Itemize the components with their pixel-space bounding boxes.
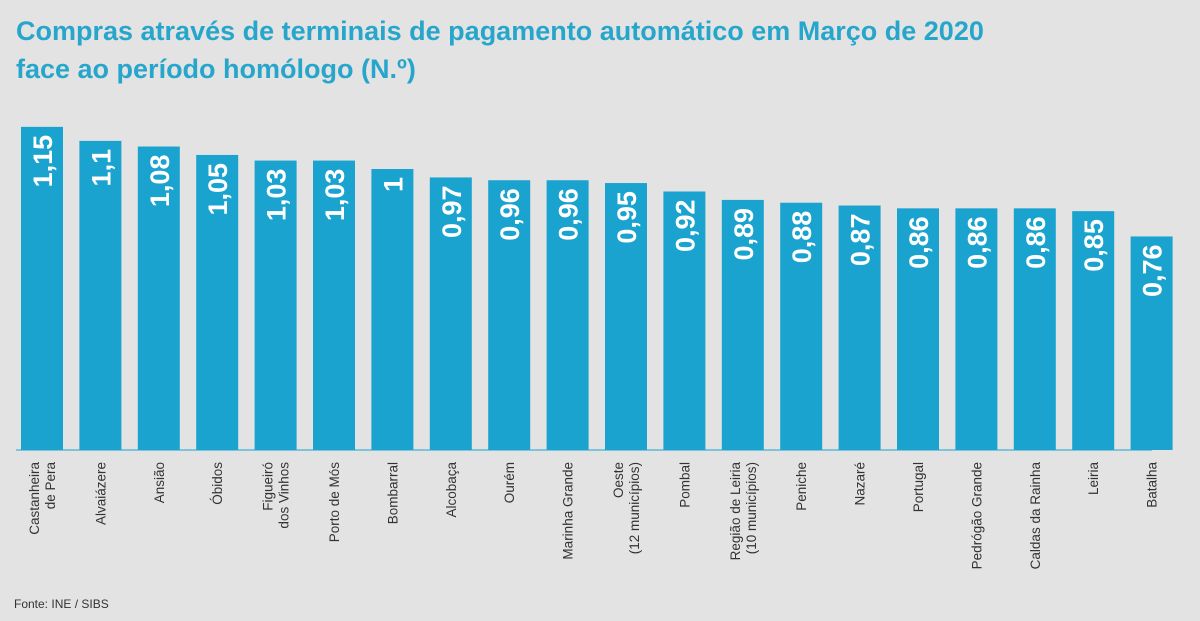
category-tick-label: Alcobaça: [444, 462, 459, 518]
bar: [955, 208, 998, 450]
bar-value-label: 0,86: [1021, 216, 1051, 269]
bar: [1130, 236, 1173, 450]
category-tick-label: dos Vinhos: [277, 462, 292, 529]
category-tick-label: de Pera: [43, 462, 58, 510]
bar-value-label: 0,95: [612, 191, 642, 244]
bar-value-label: 1,08: [145, 155, 175, 208]
bar: [605, 183, 647, 451]
category-tick-label: (12 municípios): [627, 462, 642, 554]
bar-value-label: 0,86: [904, 216, 934, 269]
chart-title-line-1: Compras através de terminais de pagament…: [16, 16, 984, 46]
category-tick-label: Nazaré: [853, 462, 868, 506]
bar-value-label: 1,05: [203, 163, 233, 216]
bar: [838, 205, 881, 450]
chart-title-line-2: face ao período homólogo (N.º): [16, 54, 416, 84]
category-tick-label: (10 municípios): [744, 462, 759, 554]
bar: [79, 140, 122, 450]
category-tick-label: Alvaiázere: [93, 462, 108, 525]
category-tick-label: Pombal: [677, 462, 692, 508]
bar-value-label: 0,88: [787, 211, 817, 264]
bar-value-label: 0,85: [1079, 219, 1109, 272]
category-tick-label: Ansião: [152, 462, 167, 503]
bar-value-label: 1,03: [262, 169, 292, 222]
category-tick-label: Bombarral: [385, 462, 400, 524]
bar-value-label: 1,15: [28, 135, 58, 188]
category-tick-label: Ourém: [502, 462, 517, 503]
category-tick-label: Porto de Mós: [327, 462, 342, 543]
chart-title: Compras através de terminais de pagament…: [16, 12, 1186, 88]
bar-value-label: 0,87: [846, 214, 876, 267]
category-tick-label: Marinha Grande: [561, 462, 576, 560]
category-tick-label: Portugal: [911, 462, 926, 512]
bar-value-label: 0,76: [1138, 244, 1168, 297]
category-tick-label: Oeste: [611, 462, 626, 498]
bar-value-label: 1,1: [86, 149, 116, 187]
bar: [254, 160, 297, 450]
bar: [663, 191, 706, 451]
bar-value-label: 0,96: [554, 188, 584, 241]
category-tick-label: Castanheira: [27, 462, 42, 535]
category-tick-label: Pedrógão Grande: [969, 462, 984, 569]
bar: [429, 177, 472, 450]
bar: [780, 202, 823, 450]
category-tick-label: Batalha: [1145, 462, 1160, 508]
category-tick-label: Peniche: [794, 462, 809, 511]
bar-value-label: 0,89: [729, 208, 759, 261]
bar: [1013, 208, 1056, 450]
bar-value-label: 1: [378, 177, 408, 192]
bar: [546, 180, 589, 451]
bar: [897, 208, 939, 450]
bar-value-label: 1,03: [320, 169, 350, 222]
category-tick-label: Caldas da Rainha: [1028, 462, 1043, 570]
bar-value-label: 0,86: [962, 216, 992, 269]
bar: [488, 180, 531, 451]
bar: [196, 154, 239, 450]
bar-value-label: 0,96: [495, 188, 525, 241]
source-note: Fonte: INE / SIBS: [14, 597, 109, 611]
category-tick-label: Óbidos: [210, 462, 225, 505]
bar: [1072, 211, 1115, 450]
category-tick-label: Figueiró: [261, 462, 276, 511]
bar-value-label: 0,97: [437, 185, 467, 238]
bar: [21, 126, 63, 450]
bar: [721, 199, 764, 450]
bar-value-label: 0,92: [670, 199, 700, 252]
bar: [137, 146, 180, 450]
category-tick-label: Leiria: [1086, 462, 1101, 496]
bar: [313, 160, 355, 450]
category-tick-label: Região de Leiria: [728, 462, 743, 561]
bar: [371, 169, 414, 450]
